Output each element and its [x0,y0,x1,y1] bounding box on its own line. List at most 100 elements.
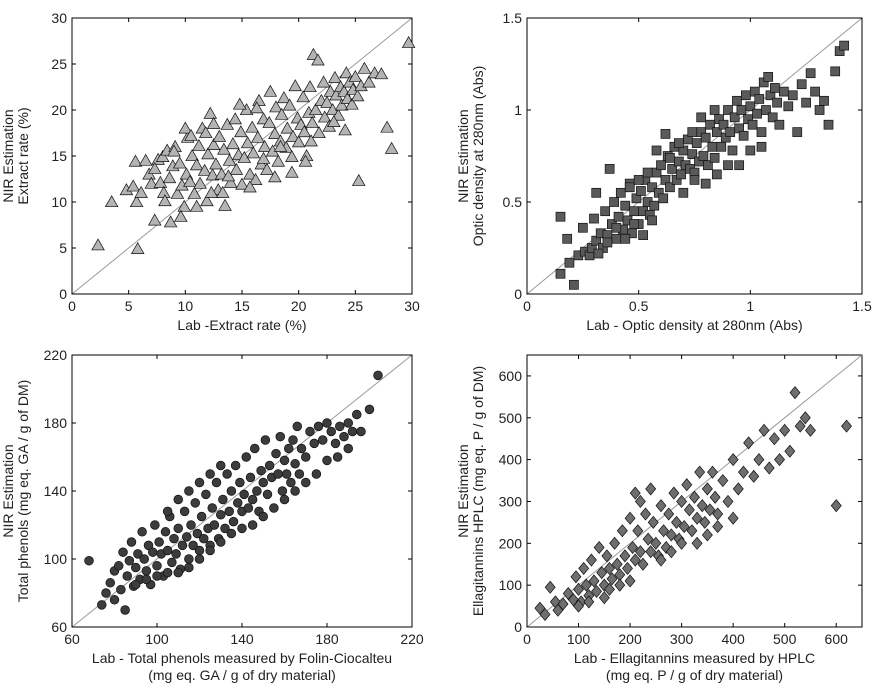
y-tick-label: 500 [499,410,523,426]
data-point [604,582,615,596]
data-point [177,540,188,551]
data-point [611,557,623,571]
data-point [126,179,141,192]
data-point [676,169,686,180]
data-point [655,499,667,513]
data-point [186,520,196,530]
data-point [570,570,582,584]
data-point [691,511,703,525]
data-point [178,121,193,134]
data-point [784,444,796,458]
y-tick-label: 0 [514,286,522,302]
data-point [696,112,707,123]
data-point [614,578,626,592]
data-point [596,566,608,580]
data-point [539,607,551,621]
data-point [787,90,798,101]
data-point [162,545,173,556]
data-point [251,130,265,143]
data-point [658,193,669,204]
data-point [624,182,635,193]
data-point [200,194,214,207]
data-point [194,554,205,564]
x-tick-label: 30 [404,298,420,314]
data-point [274,107,289,120]
data-point [170,186,185,199]
data-point [263,84,278,97]
data-point [163,215,178,228]
data-point [634,545,646,559]
data-point [709,152,720,163]
data-point [642,167,653,178]
data-point [609,536,621,550]
data-point [226,528,237,539]
data-point [131,579,141,590]
data-point [311,53,325,66]
data-point [727,511,739,525]
x-axis-label: (mg eq. P / g of dry material) [606,667,783,683]
data-point [291,135,306,148]
y-axis-label: NIR Estimation [0,109,16,202]
x-tick-label: 1.5 [852,298,872,314]
data-point [139,554,150,564]
data-point [734,160,745,171]
data-point [578,561,590,575]
data-point [629,206,640,217]
data-point [328,70,342,83]
data-point [585,553,597,567]
x-tick-label: 0 [523,631,531,647]
y-tick-label: 220 [44,347,68,363]
data-point [246,146,261,159]
data-point [256,465,266,476]
panel-total-phenols: 60 100 140 180 220 60 100 140 180 220 Lab - Total … [0,347,424,683]
data-point [301,452,311,462]
data-point [699,515,711,529]
data-point [257,139,272,152]
data-point [665,152,675,163]
data-point [193,176,207,189]
data-point [665,528,677,542]
data-point [187,186,202,199]
data-point [767,112,778,123]
data-point [671,515,682,529]
panel-optic-density: 0 0.5 1 1.5 0 0.5 1 1.5 Lab - Optic density at 2… [455,10,872,333]
data-point [351,173,366,186]
data-point [232,97,247,110]
data-point [362,75,376,88]
data-point [268,170,282,183]
data-point [600,206,611,217]
data-point [91,238,105,251]
data-point [171,549,181,559]
data-point [184,554,194,564]
y-axis-label: NIR Estimation [455,109,471,202]
data-point [184,128,198,141]
data-point [778,86,789,97]
data-point [273,139,288,152]
x-tick-label: 10 [178,298,194,314]
data-point [748,469,760,483]
data-point [205,168,220,181]
data-point [179,506,190,517]
data-point [129,195,144,208]
data-point [651,145,662,156]
data-point [296,443,307,454]
data-point [779,423,791,437]
data-point [312,126,326,139]
data-point [222,469,232,479]
data-point [124,555,135,566]
data-point [173,523,184,534]
data-point [218,494,228,505]
data-point [275,431,286,442]
data-point [627,540,639,555]
data-point [794,419,806,433]
x-tick-label: 20 [291,298,307,314]
x-axis-label: Lab -Extract rate (%) [177,317,306,333]
data-point [667,164,678,174]
x-tick-label: 200 [618,631,642,647]
data-point [687,149,698,160]
data-point [285,150,299,162]
data-point [247,494,258,505]
data-point [152,571,162,581]
data-point [144,176,159,189]
data-point [235,477,245,488]
